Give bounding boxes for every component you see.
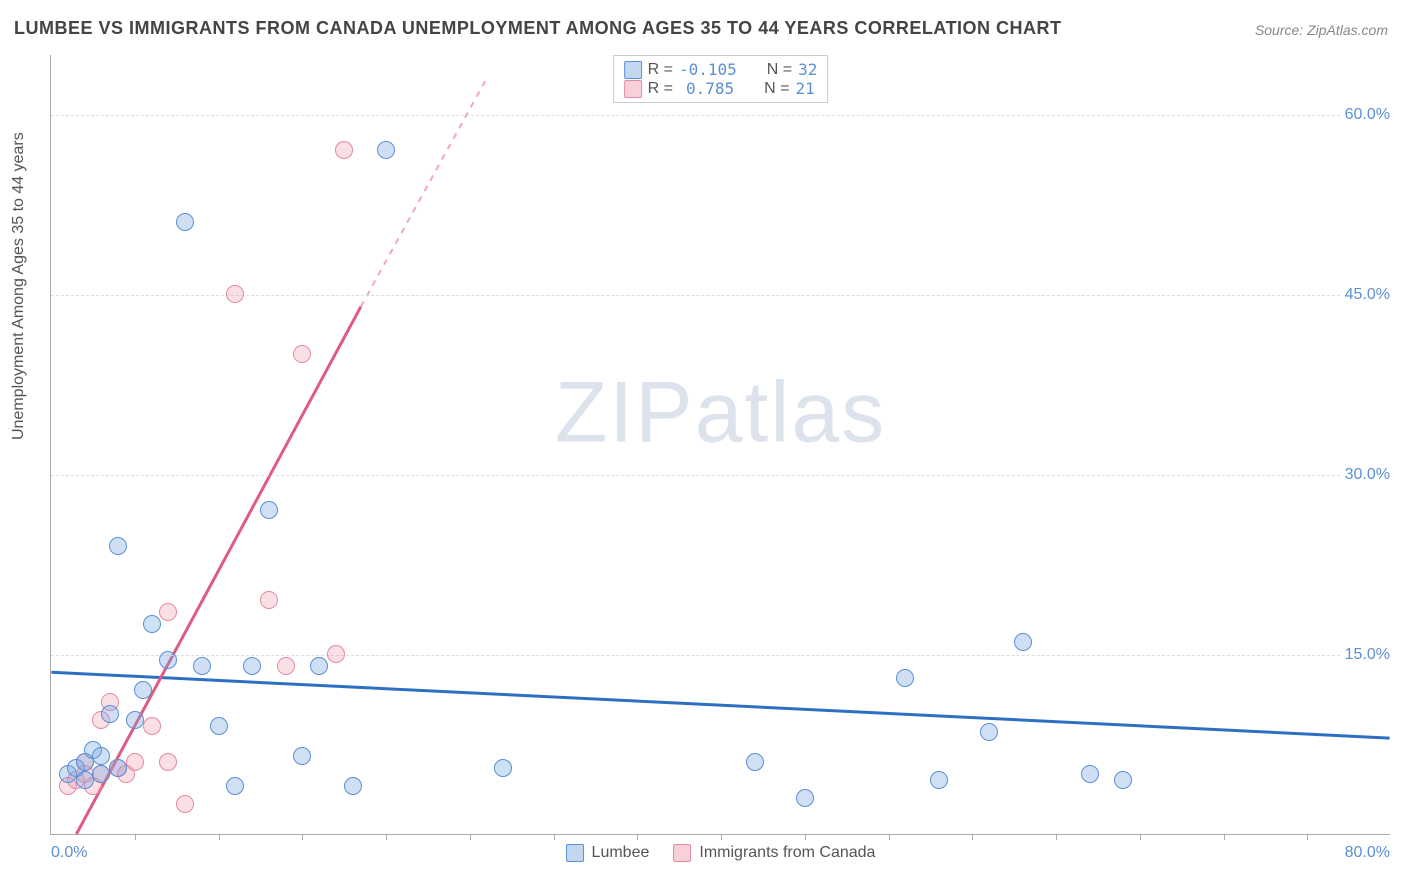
data-point bbox=[92, 747, 110, 765]
x-tick bbox=[1056, 834, 1057, 840]
data-point bbox=[1114, 771, 1132, 789]
x-tick bbox=[637, 834, 638, 840]
data-point bbox=[327, 645, 345, 663]
data-point bbox=[335, 141, 353, 159]
series-legend: Lumbee Immigrants from Canada bbox=[560, 844, 882, 862]
y-axis-title: Unemployment Among Ages 35 to 44 years bbox=[10, 132, 28, 440]
data-point bbox=[243, 657, 261, 675]
data-point bbox=[494, 759, 512, 777]
x-tick bbox=[1140, 834, 1141, 840]
correlation-legend: R = -0.105 N = 32 R = 0.785 N = 21 bbox=[613, 55, 829, 103]
data-point bbox=[92, 765, 110, 783]
data-point bbox=[126, 711, 144, 729]
trend-lines bbox=[51, 55, 1390, 834]
x-axis-min-label: 0.0% bbox=[51, 844, 87, 862]
y-tick-label: 60.0% bbox=[1341, 104, 1394, 126]
data-point bbox=[344, 777, 362, 795]
x-tick bbox=[805, 834, 806, 840]
data-point bbox=[159, 651, 177, 669]
data-point bbox=[159, 603, 177, 621]
swatch-lumbee bbox=[624, 61, 642, 79]
chart-title: LUMBEE VS IMMIGRANTS FROM CANADA UNEMPLO… bbox=[14, 18, 1062, 39]
data-point bbox=[930, 771, 948, 789]
data-point bbox=[980, 723, 998, 741]
x-tick bbox=[302, 834, 303, 840]
data-point bbox=[796, 789, 814, 807]
data-point bbox=[126, 753, 144, 771]
x-tick bbox=[1224, 834, 1225, 840]
x-tick bbox=[889, 834, 890, 840]
y-tick-label: 45.0% bbox=[1341, 284, 1394, 306]
data-point bbox=[1081, 765, 1099, 783]
data-point bbox=[896, 669, 914, 687]
swatch-lumbee-icon bbox=[566, 844, 584, 862]
data-point bbox=[746, 753, 764, 771]
data-point bbox=[143, 615, 161, 633]
data-point bbox=[109, 537, 127, 555]
data-point bbox=[260, 501, 278, 519]
x-tick bbox=[135, 834, 136, 840]
data-point bbox=[134, 681, 152, 699]
data-point bbox=[1014, 633, 1032, 651]
data-point bbox=[226, 285, 244, 303]
x-axis-max-label: 80.0% bbox=[1345, 844, 1390, 862]
x-tick bbox=[1307, 834, 1308, 840]
gridline-h bbox=[51, 115, 1390, 116]
x-tick bbox=[972, 834, 973, 840]
legend-row-b: R = 0.785 N = 21 bbox=[624, 79, 818, 98]
gridline-h bbox=[51, 475, 1390, 476]
x-tick bbox=[470, 834, 471, 840]
source-label: Source: ZipAtlas.com bbox=[1255, 22, 1388, 38]
data-point bbox=[226, 777, 244, 795]
data-point bbox=[143, 717, 161, 735]
data-point bbox=[109, 759, 127, 777]
data-point bbox=[310, 657, 328, 675]
x-tick bbox=[721, 834, 722, 840]
data-point bbox=[159, 753, 177, 771]
legend-item-lumbee: Lumbee bbox=[566, 844, 650, 862]
data-point bbox=[176, 213, 194, 231]
data-point bbox=[293, 345, 311, 363]
data-point bbox=[277, 657, 295, 675]
legend-item-canada: Immigrants from Canada bbox=[673, 844, 875, 862]
y-tick-label: 15.0% bbox=[1341, 644, 1394, 666]
y-tick-label: 30.0% bbox=[1341, 464, 1394, 486]
legend-row-a: R = -0.105 N = 32 bbox=[624, 60, 818, 79]
chart-plot-area: ZIPatlas R = -0.105 N = 32 R = 0.785 N =… bbox=[50, 55, 1390, 835]
data-point bbox=[76, 771, 94, 789]
data-point bbox=[377, 141, 395, 159]
x-tick bbox=[386, 834, 387, 840]
data-point bbox=[210, 717, 228, 735]
data-point bbox=[101, 705, 119, 723]
gridline-h bbox=[51, 655, 1390, 656]
data-point bbox=[193, 657, 211, 675]
x-tick bbox=[554, 834, 555, 840]
x-tick bbox=[219, 834, 220, 840]
gridline-h bbox=[51, 295, 1390, 296]
data-point bbox=[293, 747, 311, 765]
swatch-canada-icon bbox=[673, 844, 691, 862]
swatch-canada bbox=[624, 80, 642, 98]
data-point bbox=[176, 795, 194, 813]
data-point bbox=[260, 591, 278, 609]
